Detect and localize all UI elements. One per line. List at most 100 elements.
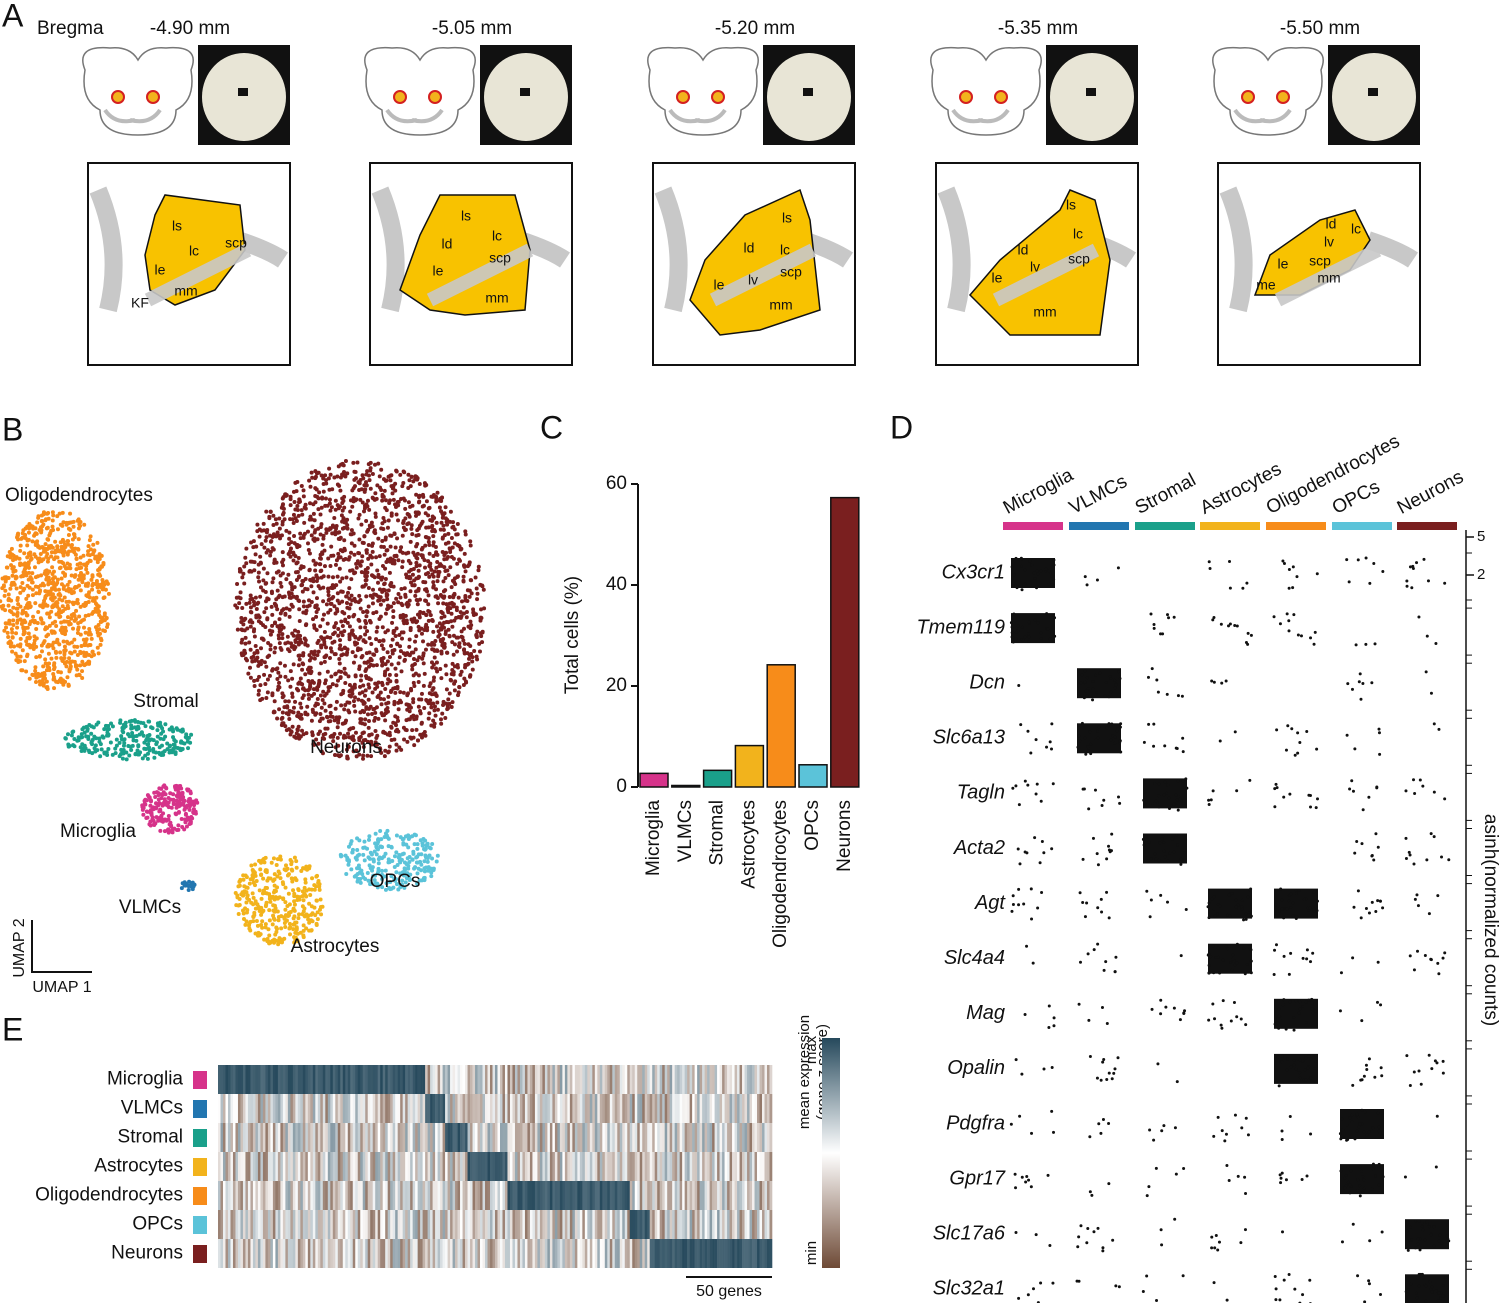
umap-cell [34,655,38,659]
umap-cell [357,637,361,641]
umap-cell [302,892,306,896]
umap-cell [336,503,340,507]
umap-cell [60,582,64,586]
umap-cell [424,856,428,860]
expression-dot [1119,726,1122,729]
umap-cell [254,901,258,905]
expression-dot [1110,677,1113,680]
umap-cell [36,610,40,614]
expression-dot [1233,624,1236,627]
umap-cell [271,922,275,926]
umap-cell [254,658,258,662]
umap-cell [412,743,416,747]
expression-dot [1027,635,1030,638]
umap-cell [312,512,316,516]
expression-dot [1430,958,1433,961]
umap-cell [376,537,380,541]
expression-dot [1285,907,1288,910]
umap-cell [61,604,65,608]
expression-dot [1233,1001,1236,1004]
umap-cell [251,545,255,549]
umap-cell [359,679,363,683]
region-label: scp [489,250,511,266]
umap-cell [293,500,297,504]
expression-dot [1275,728,1278,731]
umap-cell [413,640,417,644]
expression-dot [1163,793,1166,796]
expression-dot [1353,747,1356,750]
umap-cell [340,647,344,651]
umap-cell [291,725,295,729]
expression-dot [1085,695,1088,698]
umap-cell [52,686,56,690]
umap-cell [27,631,31,635]
umap-cell [274,930,278,934]
umap-cell [259,585,263,589]
umap-cell [72,525,76,529]
umap-cell [378,639,382,643]
expression-dot [1045,746,1048,749]
expression-dot [1313,908,1316,911]
umap-cell [31,615,35,619]
umap-cell [141,721,145,725]
expression-dot [1310,1008,1313,1011]
umap-cell [7,604,11,608]
umap-cell [15,575,19,579]
umap-cell [415,847,419,851]
umap-cell [72,520,76,524]
umap-cell [289,641,293,645]
umap-cell [310,719,314,723]
umap-cell [366,659,370,663]
umap-cell [62,656,66,660]
umap-cell [300,579,304,583]
umap-cell [342,474,346,478]
umap-cell [184,812,188,816]
umap-cell [440,564,444,568]
expression-dot [1277,1027,1280,1030]
umap-cell [45,645,49,649]
umap-cell [385,548,389,552]
umap-cell [455,636,459,640]
expression-dot [1220,1027,1223,1030]
umap-cell [45,685,49,689]
expression-dot [1282,998,1285,1001]
umap-cell [468,595,472,599]
umap-cell [365,610,369,614]
expression-dot [1278,910,1281,913]
umap-cell [347,597,351,601]
umap-cell [374,729,378,733]
umap-cell [295,480,299,484]
expression-dot [1084,736,1087,739]
umap-cell [335,607,339,611]
umap-cell [320,497,324,501]
expression-dot [1034,618,1037,621]
umap-cell [388,679,392,683]
umap-cell [188,808,192,812]
expression-dot [1291,586,1294,589]
umap-cell [435,521,439,525]
umap-cell [312,623,316,627]
umap-cell [408,653,412,657]
umap-cell [350,505,354,509]
umap-cell [398,859,402,863]
umap-cell [433,656,437,660]
umap-cell [146,752,150,756]
umap-cell [298,657,302,661]
umap-cell [169,825,173,829]
umap-cell [48,615,52,619]
umap-cell [330,531,334,535]
umap-cell [374,515,378,519]
umap-cell [147,720,151,724]
umap-cell [259,646,263,650]
umap-cell [281,896,285,900]
umap-cell [383,489,387,493]
umap-cell [272,710,276,714]
expression-dot [1151,1008,1154,1011]
expression-dot [1036,906,1039,909]
expression-dot [1168,807,1171,810]
umap-cell [314,561,318,565]
umap-cell [447,702,451,706]
section-level: -5.50 mm [1280,18,1360,39]
umap-cell [432,725,436,729]
umap-cell [50,572,54,576]
